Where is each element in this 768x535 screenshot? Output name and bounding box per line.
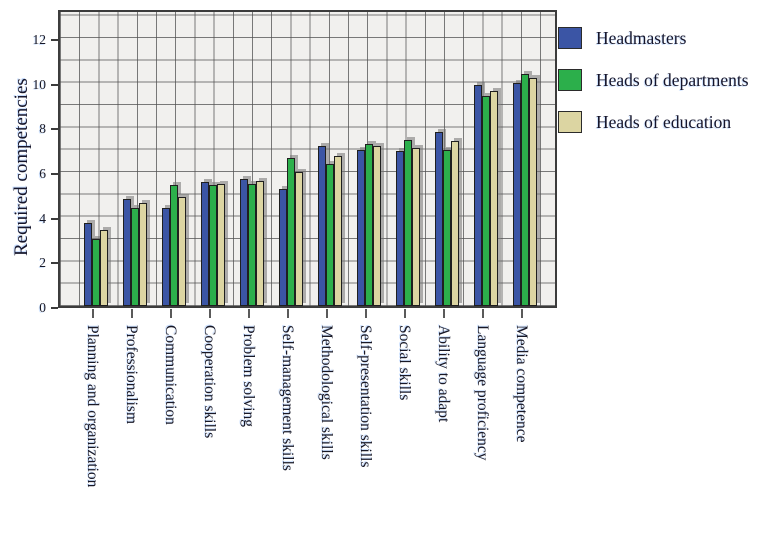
x-tick-label-3: Cooperation skills xyxy=(201,325,218,439)
bar-s1-c4 xyxy=(248,184,256,306)
bar-s1-c3 xyxy=(209,185,217,306)
bar-group-4 xyxy=(239,12,265,306)
bar-group-5 xyxy=(278,12,304,306)
y-tick-label: 8 xyxy=(39,121,46,137)
x-tick-mark xyxy=(365,309,367,318)
bar-s0-c8 xyxy=(396,150,404,306)
bar-group-6 xyxy=(317,12,343,306)
legend-swatch xyxy=(558,111,582,133)
y-tick-label: 10 xyxy=(32,76,47,92)
bar-s0-c5 xyxy=(279,188,287,306)
legend-swatch xyxy=(558,69,582,91)
bar-s1-c0 xyxy=(92,239,100,306)
x-tick-mark xyxy=(287,309,289,318)
legend-item-0: Headmasters xyxy=(558,27,749,49)
y-tick-label: 0 xyxy=(39,300,46,315)
x-tick-label-11: Media competence xyxy=(513,325,530,443)
y-tick-label: 4 xyxy=(39,210,46,226)
bar-s1-c1 xyxy=(131,207,139,306)
bar-group-10 xyxy=(473,12,499,306)
bar-group-11 xyxy=(512,12,538,306)
bar-s1-c6 xyxy=(326,164,334,306)
x-tick-label-7: Self-presentation skills xyxy=(357,325,374,468)
bar-s1-c8 xyxy=(404,139,412,306)
bar-group-1 xyxy=(122,12,148,306)
bar-s2-c2 xyxy=(178,196,186,306)
bar-s0-c9 xyxy=(435,131,443,306)
bar-s2-c3 xyxy=(217,184,225,306)
x-tick-mark xyxy=(92,309,94,318)
x-tick-label-6: Methodological skills xyxy=(318,325,335,460)
legend-item-1: Heads of departments xyxy=(558,69,749,91)
bar-s0-c7 xyxy=(357,149,365,306)
bar-group-9 xyxy=(434,12,460,306)
bar-s1-c2 xyxy=(170,185,178,306)
y-tick-mark xyxy=(51,128,58,131)
x-tick-mark xyxy=(209,309,211,318)
x-tick-mark xyxy=(170,309,172,318)
bar-s0-c1 xyxy=(123,198,131,306)
bar-s1-c11 xyxy=(521,73,529,306)
bar-s2-c8 xyxy=(412,147,420,306)
bar-s2-c9 xyxy=(451,140,459,306)
bar-s2-c1 xyxy=(139,203,147,306)
bar-s2-c4 xyxy=(256,181,264,306)
x-tick-mark xyxy=(443,309,445,318)
bar-s0-c6 xyxy=(318,146,326,306)
x-tick-label-2: Communication xyxy=(162,325,179,425)
bar-s1-c7 xyxy=(365,144,373,306)
bar-s1-c10 xyxy=(482,96,490,306)
bar-s1-c9 xyxy=(443,149,451,306)
y-tick-label: 12 xyxy=(32,32,47,48)
bar-group-2 xyxy=(161,12,187,306)
x-tick-mark xyxy=(248,309,250,318)
legend-item-2: Heads of education xyxy=(558,111,749,133)
x-tick-mark xyxy=(131,309,133,318)
bar-s0-c3 xyxy=(201,182,209,306)
bar-s0-c11 xyxy=(513,82,521,306)
x-tick-label-5: Self-management skills xyxy=(279,325,296,471)
legend-label: Heads of departments xyxy=(596,69,749,90)
y-tick-mark xyxy=(51,39,58,42)
bar-s2-c11 xyxy=(529,78,537,306)
y-tick-mark xyxy=(51,83,58,86)
x-tick-mark xyxy=(404,309,406,318)
y-tick-mark xyxy=(51,217,58,220)
x-tick-label-4: Problem solving xyxy=(240,325,257,428)
x-tick-mark xyxy=(326,309,328,318)
legend: Headmasters Heads of departments Heads of … xyxy=(558,27,749,133)
bar-s0-c10 xyxy=(474,85,482,306)
bar-s2-c5 xyxy=(295,172,303,306)
x-tick-label-1: Professionalism xyxy=(123,325,140,425)
x-tick-mark xyxy=(521,309,523,318)
bar-s1-c5 xyxy=(287,157,295,306)
bar-s0-c4 xyxy=(240,178,248,306)
bar-s0-c0 xyxy=(84,223,92,306)
bar-s2-c6 xyxy=(334,156,342,306)
y-tick-mark xyxy=(51,173,58,176)
bar-group-3 xyxy=(200,12,226,306)
x-tick-label-8: Social skills xyxy=(396,325,413,401)
x-tick-label-10: Language proficiency xyxy=(474,325,491,461)
bar-group-0 xyxy=(83,12,109,306)
y-tick-mark xyxy=(51,307,58,309)
bar-s0-c2 xyxy=(162,207,170,306)
y-tick-label: 6 xyxy=(39,166,46,182)
bar-s2-c0 xyxy=(100,230,108,306)
x-tick-label-9: Ability to adapt xyxy=(435,325,452,423)
bar-group-8 xyxy=(395,12,421,306)
y-tick-mark xyxy=(51,262,58,265)
bar-group-7 xyxy=(356,12,382,306)
legend-label: Headmasters xyxy=(596,27,687,48)
bar-s2-c10 xyxy=(490,90,498,306)
y-tick-label: 2 xyxy=(39,255,46,271)
bar-s2-c7 xyxy=(373,146,381,306)
legend-swatch xyxy=(558,27,582,49)
x-tick-label-0: Planning and organization xyxy=(84,325,101,488)
plot-area xyxy=(58,10,557,308)
x-tick-mark xyxy=(482,309,484,318)
legend-label: Heads of education xyxy=(596,111,732,132)
